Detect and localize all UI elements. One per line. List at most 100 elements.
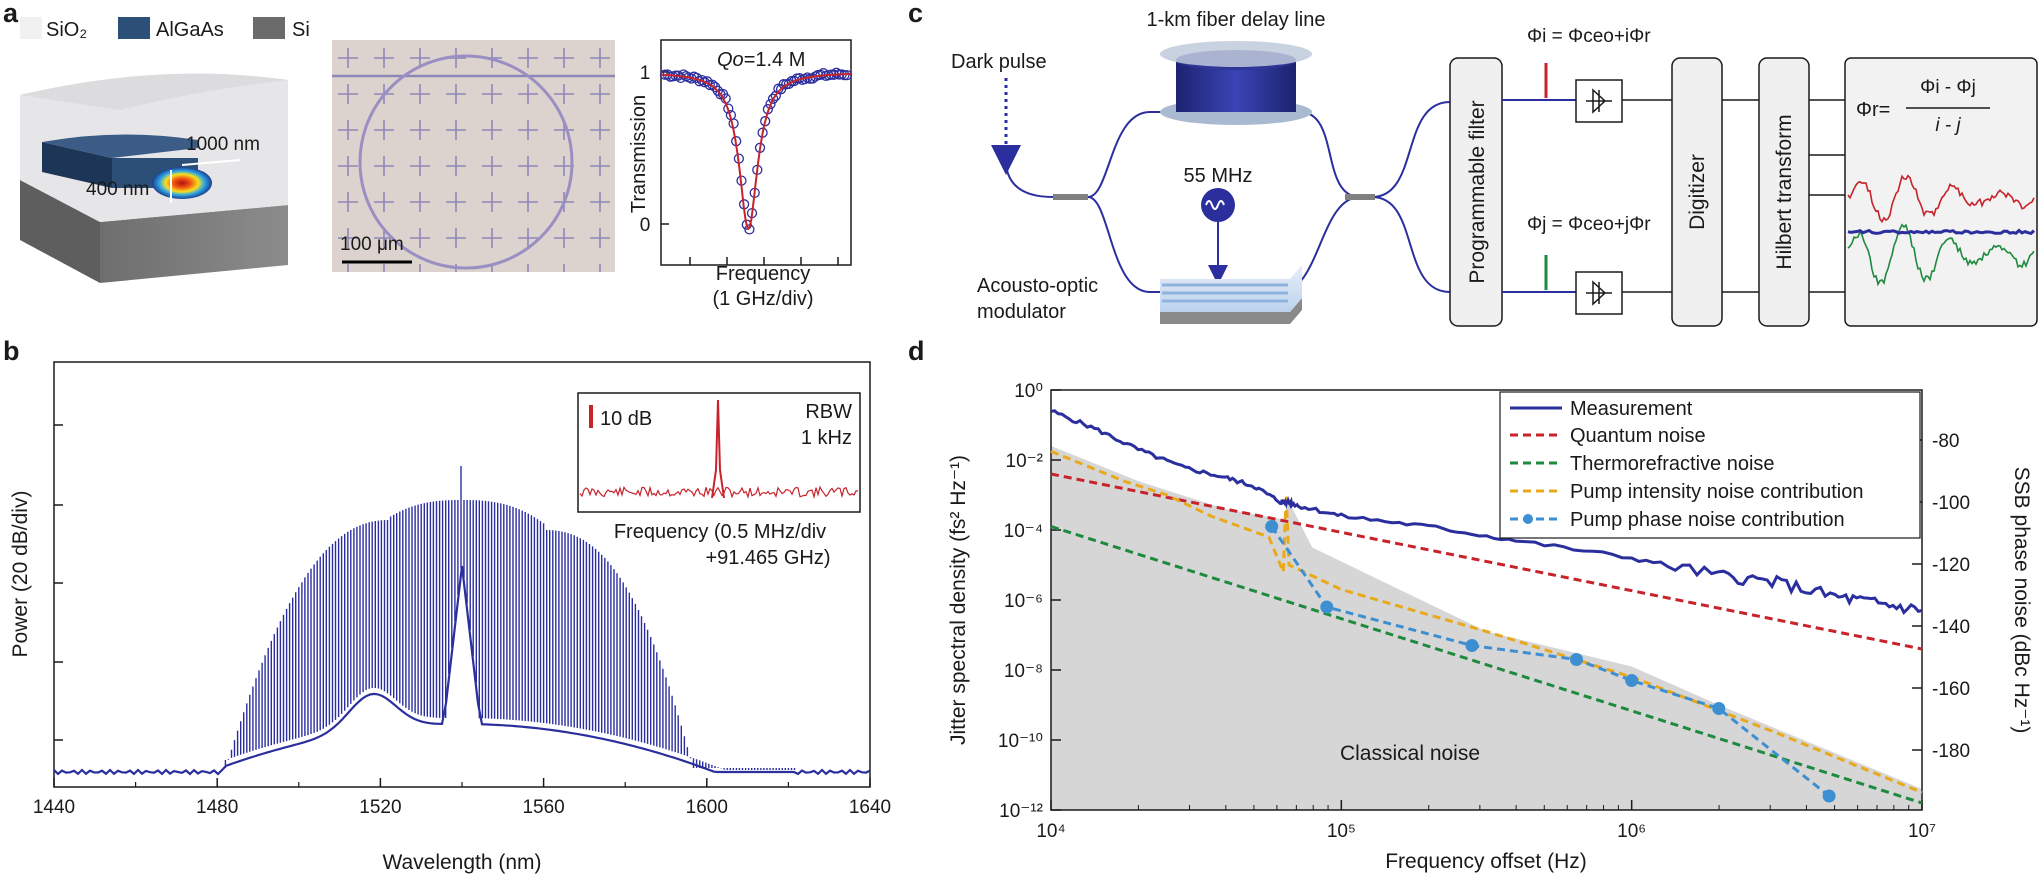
series-quantum-noise bbox=[1050, 472, 1923, 651]
noise-xticks: 10⁴ 10⁵ 10⁶ 10⁷ bbox=[1036, 800, 1936, 842]
acousto-optic-modulator: Acousto-optic modulator bbox=[977, 265, 1302, 324]
inset-xlabel-line2: +91.465 GHz) bbox=[705, 547, 830, 569]
noise-ytick-right-label: -120 bbox=[1932, 555, 1970, 576]
transmission-xlabel-line2: (1 GHz/div) bbox=[712, 288, 813, 310]
phi-r-lhs: Φr= bbox=[1856, 99, 1890, 121]
substrate-side bbox=[20, 180, 100, 283]
waveguide-core-top bbox=[42, 134, 198, 158]
input-fiber bbox=[1005, 164, 1054, 198]
aom-crystal bbox=[1160, 265, 1302, 312]
phase-trace-j bbox=[1847, 223, 2035, 287]
q-factor-value: =1.4 M bbox=[744, 49, 806, 71]
noise-xtick-label: 10⁴ bbox=[1036, 821, 1065, 842]
width-arrow bbox=[181, 159, 241, 166]
noise-yticks-right: -80 -100 -120 -140 -160 -180 bbox=[1912, 431, 1970, 762]
substrate-front bbox=[100, 205, 288, 283]
rf-frequency-label: 55 MHz bbox=[1184, 165, 1253, 187]
output-lower-fiber bbox=[1371, 196, 1451, 293]
transmission-data-point bbox=[770, 90, 781, 101]
q-factor-label: Qo=1.4 M bbox=[717, 49, 805, 71]
digitizer-box bbox=[1671, 57, 1723, 327]
comb-xtick-label: 1480 bbox=[196, 797, 238, 818]
panel-d: 10⁴ 10⁵ 10⁶ 10⁷ 10⁰ 10⁻² 10⁻⁴ 10⁻⁶ 10⁻⁸ 10⁻¹⁰ 10⁻… bbox=[947, 381, 2033, 873]
transmission-data-point bbox=[712, 85, 723, 96]
scale-bar-label: 100 μm bbox=[340, 234, 404, 255]
material-legend: SiO₂ AlGaAs Si bbox=[20, 17, 310, 41]
panel-label-c: c bbox=[908, 0, 923, 28]
pump-phase-noise-marker bbox=[1625, 674, 1639, 687]
phase-trace-r bbox=[1847, 228, 2036, 236]
pump-phase-noise-marker bbox=[1265, 520, 1279, 533]
noise-xlabel: Frequency offset (Hz) bbox=[1385, 850, 1587, 873]
inset-scale-label: 10 dB bbox=[600, 408, 652, 430]
transmission-data-point bbox=[789, 75, 800, 87]
noise-ytick-label: 10⁻¹⁰ bbox=[998, 731, 1043, 752]
aom-acoustic-waves bbox=[1162, 283, 1288, 303]
legend-label-algaas: AlGaAs bbox=[156, 19, 224, 41]
noise-xtick-label: 10⁶ bbox=[1617, 821, 1646, 842]
transmission-data-point bbox=[783, 78, 795, 90]
transmission-ytick-label-0: 0 bbox=[640, 215, 651, 236]
dark-pulse-label: Dark pulse bbox=[951, 51, 1047, 73]
output-upper-fiber bbox=[1371, 101, 1451, 198]
photodiode-icon bbox=[1586, 88, 1612, 114]
noise-ytick-right-label: -140 bbox=[1932, 617, 1970, 638]
legend-label-thermorefractive: Thermorefractive noise bbox=[1570, 453, 1775, 475]
inset-peak bbox=[711, 399, 725, 499]
phi-r-denominator: i - j bbox=[1935, 115, 1961, 136]
noise-ytick-right-label: -100 bbox=[1932, 493, 1970, 514]
comb-yticks bbox=[54, 424, 63, 741]
phase-result-box bbox=[1844, 57, 2038, 327]
comb-xlabel: Wavelength (nm) bbox=[382, 851, 541, 874]
pump-phase-noise-marker bbox=[1465, 639, 1479, 652]
noise-legend-box bbox=[1499, 391, 1921, 539]
legend-label-quantum: Quantum noise bbox=[1570, 425, 1706, 447]
noise-ytick-right-label: -160 bbox=[1932, 679, 1970, 700]
sine-wave-icon bbox=[1205, 200, 1225, 210]
comb-spectrum-lines bbox=[224, 466, 796, 770]
hilbert-transform-box bbox=[1758, 57, 1810, 327]
q-factor-prefix: Qo bbox=[717, 49, 744, 71]
comb-xtick-label: 1640 bbox=[849, 797, 891, 818]
transmission-data-point bbox=[767, 93, 779, 104]
noise-ytick-label: 10⁻⁶ bbox=[1004, 591, 1043, 612]
digitizer-label: Digitizer bbox=[1686, 154, 1709, 230]
comb-xticks: 1440 1480 1520 1560 1600 1640 bbox=[33, 778, 891, 818]
noise-ytick-label: 10⁻² bbox=[1006, 451, 1044, 472]
microring bbox=[358, 54, 574, 270]
panel-a: SiO₂ AlGaAs Si 1000 nm 400 nm bbox=[20, 17, 853, 310]
transmission-data-points bbox=[659, 67, 853, 235]
width-dimension-label: 1000 nm bbox=[186, 134, 260, 155]
inset-xlabel-line1: Frequency (0.5 MHz/div bbox=[614, 521, 826, 543]
series-pump-phase-noise-markers bbox=[1265, 520, 1836, 803]
legend-swatch-si bbox=[253, 17, 285, 39]
comb-xtick-label: 1440 bbox=[33, 797, 75, 818]
microscope-image: 100 μm bbox=[332, 40, 615, 272]
photodetector-j bbox=[1575, 271, 1623, 315]
aom-base bbox=[1160, 298, 1302, 324]
aom-label-line2: modulator bbox=[977, 301, 1066, 323]
legend-swatch-sio2 bbox=[20, 17, 42, 39]
legend-label-pump-intensity: Pump intensity noise contribution bbox=[1570, 481, 1864, 503]
cladding-top-face bbox=[20, 73, 288, 110]
inset-rbw-label: RBW bbox=[805, 401, 852, 423]
transmission-ytick-label-1: 1 bbox=[640, 63, 651, 84]
noise-ytick-label: 10⁻⁴ bbox=[1004, 521, 1043, 542]
transmission-data-point bbox=[678, 69, 689, 80]
photodetector-i bbox=[1575, 79, 1623, 123]
optical-mode-profile bbox=[152, 167, 212, 199]
series-thermorefractive-noise bbox=[1050, 525, 1923, 805]
noise-ytick-right-label: -180 bbox=[1932, 741, 1970, 762]
panel-label-a: a bbox=[3, 0, 19, 28]
rf-source: 55 MHz bbox=[1184, 165, 1253, 285]
legend-swatch-algaas bbox=[118, 17, 150, 39]
noise-xtick-label: 10⁷ bbox=[1908, 821, 1936, 842]
phi-r-numerator: Φi - Φj bbox=[1920, 77, 1976, 98]
noise-ytick-right-label: -80 bbox=[1932, 431, 1959, 452]
phase-trace-i bbox=[1847, 174, 2035, 224]
inset-noise-floor bbox=[579, 485, 858, 500]
input-coupler bbox=[1053, 194, 1088, 200]
noise-ytick-label: 10⁻⁸ bbox=[1004, 661, 1043, 682]
inset-rbw-value: 1 kHz bbox=[801, 427, 852, 449]
legend-label-si: Si bbox=[292, 19, 310, 41]
